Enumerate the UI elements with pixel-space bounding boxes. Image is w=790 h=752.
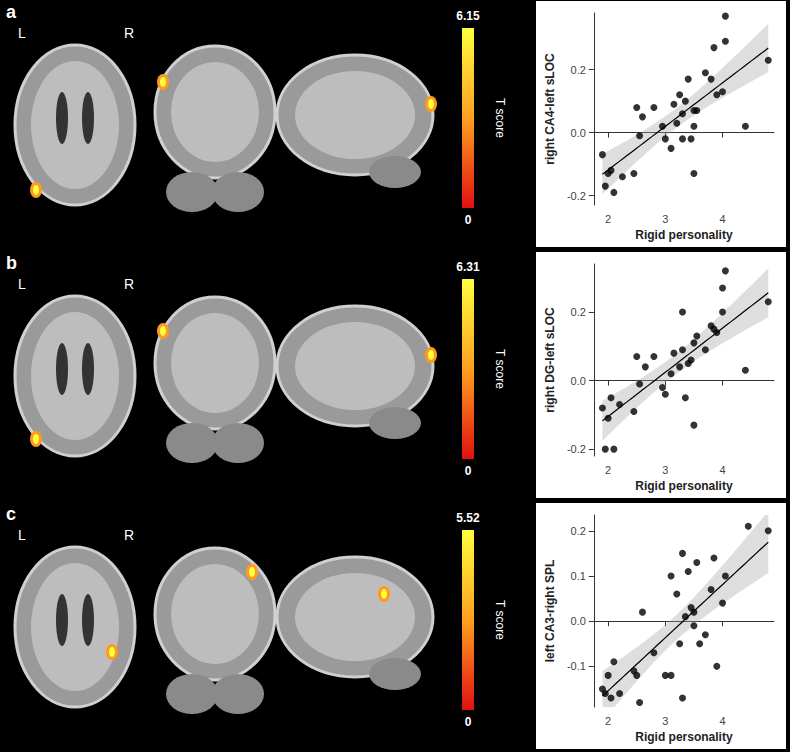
svg-text:left CA3-right SPL: left CA3-right SPL xyxy=(543,560,557,663)
svg-text:right DG-left sLOC: right DG-left sLOC xyxy=(543,307,557,413)
svg-text:0.1: 0.1 xyxy=(571,570,586,582)
svg-text:R: R xyxy=(124,25,134,41)
svg-text:b: b xyxy=(6,253,17,273)
svg-text:-0.2: -0.2 xyxy=(567,190,586,202)
svg-text:L: L xyxy=(18,25,26,41)
svg-text:right CA4-left sLOC: right CA4-left sLOC xyxy=(543,53,557,165)
svg-text:Rigid personality: Rigid personality xyxy=(635,730,733,744)
svg-text:R: R xyxy=(124,276,134,292)
svg-text:0.2: 0.2 xyxy=(571,525,586,537)
svg-text:Rigid personality: Rigid personality xyxy=(635,228,733,242)
svg-text:0: 0 xyxy=(465,715,472,729)
svg-text:0: 0 xyxy=(465,464,472,478)
svg-text:0.2: 0.2 xyxy=(571,64,586,76)
svg-text:3: 3 xyxy=(662,715,668,727)
svg-text:4: 4 xyxy=(719,213,725,225)
svg-text:R: R xyxy=(124,527,134,543)
svg-text:4: 4 xyxy=(719,464,725,476)
svg-text:a: a xyxy=(6,2,17,22)
svg-text:3: 3 xyxy=(662,464,668,476)
svg-text:6.31: 6.31 xyxy=(456,260,480,274)
svg-text:0.0: 0.0 xyxy=(571,127,586,139)
svg-text:Rigid personality: Rigid personality xyxy=(635,479,733,493)
svg-text:-0.1: -0.1 xyxy=(567,660,586,672)
svg-text:T score: T score xyxy=(493,349,507,389)
svg-text:0.0: 0.0 xyxy=(571,615,586,627)
svg-text:T score: T score xyxy=(493,98,507,138)
svg-text:T score: T score xyxy=(493,600,507,640)
svg-text:L: L xyxy=(18,276,26,292)
svg-text:0.0: 0.0 xyxy=(571,375,586,387)
svg-text:2: 2 xyxy=(605,715,611,727)
svg-text:L: L xyxy=(18,527,26,543)
svg-text:6.15: 6.15 xyxy=(456,9,480,23)
svg-text:c: c xyxy=(6,504,16,524)
svg-text:0: 0 xyxy=(465,213,472,227)
svg-text:0.2: 0.2 xyxy=(571,306,586,318)
svg-text:2: 2 xyxy=(605,213,611,225)
svg-text:-0.2: -0.2 xyxy=(567,443,586,455)
svg-text:5.52: 5.52 xyxy=(456,511,480,525)
svg-text:2: 2 xyxy=(605,464,611,476)
svg-text:4: 4 xyxy=(719,715,725,727)
svg-text:3: 3 xyxy=(662,213,668,225)
